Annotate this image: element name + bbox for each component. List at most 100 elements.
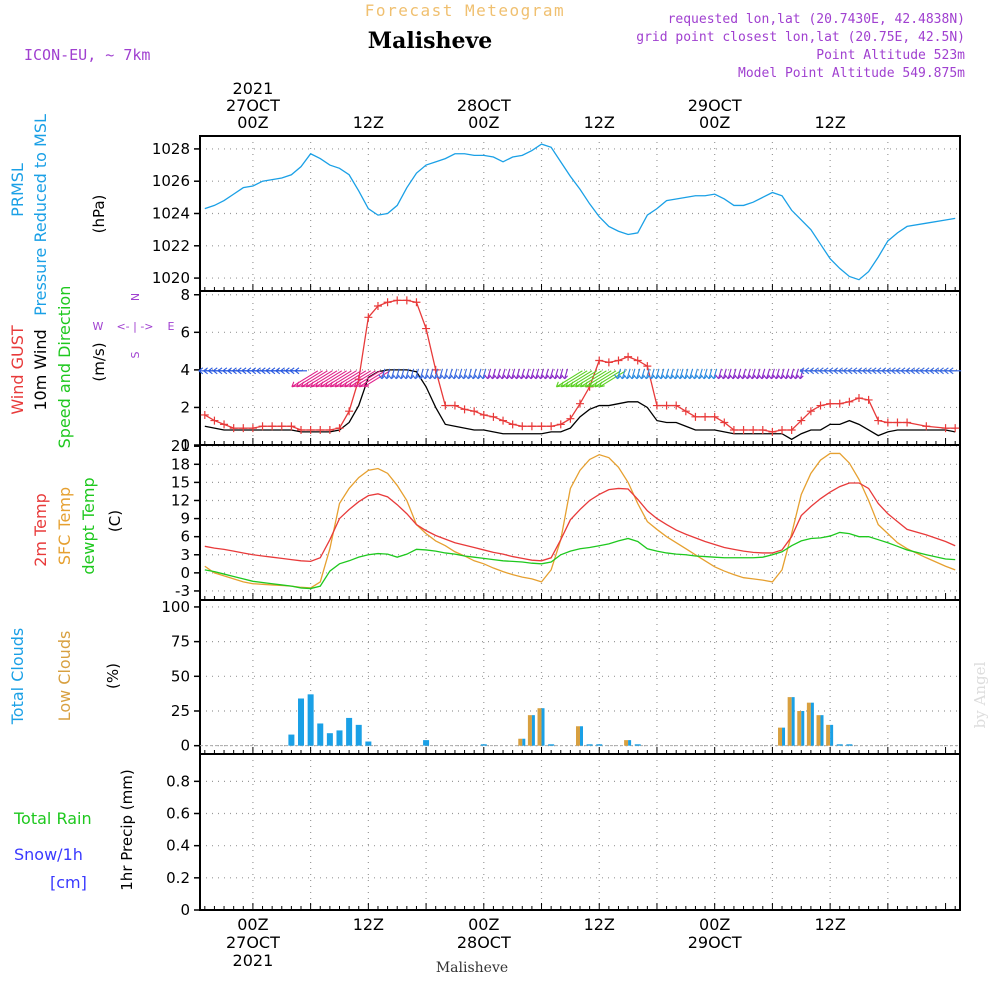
model-label: ICON-EU, ~ 7km [24, 46, 150, 64]
gust-marker [489, 412, 498, 421]
gust-marker [258, 422, 267, 431]
wind-direction-arrow [344, 370, 372, 388]
gust-marker [652, 401, 661, 410]
wind-direction-arrow [324, 370, 352, 388]
pressure-label: PRMSL [8, 163, 27, 217]
y-tick-label: 0.2 [166, 869, 190, 887]
gust-marker [527, 422, 536, 431]
total-cloud-bar [820, 715, 824, 746]
gust-marker [864, 395, 873, 404]
total-cloud-bar [298, 698, 305, 746]
total-cloud-bar [288, 734, 295, 746]
wind-direction-arrow [599, 370, 626, 388]
gust-marker [729, 425, 738, 434]
total-cloud-bar [830, 724, 834, 746]
y-tick-label: 0.6 [166, 805, 190, 823]
y-tick-label: 1024 [152, 205, 190, 223]
y-tick-label: 6 [180, 323, 190, 341]
t2m-line [204, 482, 956, 563]
total-cloud-bar [307, 694, 314, 746]
total-cloud-bar [317, 723, 324, 746]
total-cloud-bar [801, 710, 805, 746]
gust-marker [412, 298, 421, 307]
wind-direction-arrow [589, 370, 617, 388]
gust-marker [643, 362, 652, 371]
total-cloud-bar [846, 744, 853, 746]
gust-marker [701, 412, 710, 421]
total-cloud-bar [791, 697, 795, 746]
total-cloud-label: Total Clouds [8, 628, 27, 726]
gust-marker [595, 356, 604, 365]
gust-marker [893, 418, 902, 427]
wind-direction-arrow [561, 368, 569, 380]
wind-direction-arrow [291, 370, 319, 388]
total-cloud-bar [531, 715, 535, 746]
top-time-label: 12Z [584, 113, 615, 132]
y-tick-label: 0 [180, 564, 190, 582]
gust-marker [460, 405, 469, 414]
y-tick-label: 18 [171, 455, 190, 473]
gust-marker [325, 425, 334, 434]
y-tick-label: 25 [171, 702, 190, 720]
gust-marker [508, 420, 517, 429]
wind10m-line [204, 369, 956, 441]
y-tick-label: 1026 [152, 172, 190, 190]
wind-direction-arrow [555, 370, 583, 388]
gust-marker [556, 420, 565, 429]
gust-marker [479, 410, 488, 419]
y-tick-label: 0 [180, 901, 190, 919]
bottom-time-label: 00Z [468, 915, 499, 934]
panel-frame-precip [199, 753, 961, 911]
y-tick-label: 50 [171, 667, 190, 685]
y-tick-label: 2 [180, 398, 190, 416]
gust-marker [268, 422, 277, 431]
gust-marker [393, 296, 402, 305]
wind-direction-arrow [300, 370, 328, 388]
y-tick-label: 0.4 [166, 837, 190, 855]
gust-marker [662, 401, 671, 410]
gust-marker [297, 425, 306, 434]
total-cloud-bar [836, 744, 843, 746]
gust-marker [229, 424, 238, 433]
total-cloud-bar [548, 744, 555, 746]
low-cloud-bar [816, 715, 821, 746]
total-cloud-bar [634, 744, 641, 746]
gust-marker [335, 424, 344, 433]
bottom-time-label: 12Z [584, 915, 615, 934]
bottom-time-label: 00Z [699, 915, 730, 934]
wind-direction-arrow [329, 370, 357, 388]
gust-marker [845, 397, 854, 406]
gust-marker [364, 313, 373, 322]
cloud-unit: (%) [104, 663, 122, 689]
wind-direction-label: Speed and Direction [55, 286, 74, 449]
wind-direction-arrow [305, 370, 333, 388]
total-cloud-bar [423, 740, 430, 746]
y-tick-label: 0 [180, 737, 190, 755]
wind-direction-arrow [565, 370, 593, 388]
gust-marker [797, 416, 806, 425]
gust-marker [874, 416, 883, 425]
wind-direction-arrow [339, 370, 367, 388]
wind-unit: (m/s) [90, 342, 108, 381]
bottom-time-label: 12Z [353, 915, 384, 934]
dewpt-label: dewpt Temp [79, 477, 98, 574]
bottom-time-label: 29OCT [688, 933, 742, 952]
total-cloud-bar [346, 717, 353, 746]
total-cloud-bar [365, 741, 372, 746]
wind-gust-line [204, 299, 956, 433]
low-cloud-bar [778, 727, 783, 746]
total-cloud-bar [326, 733, 333, 746]
wind-direction-arrow [310, 370, 338, 388]
y-tick-label: 1022 [152, 237, 190, 255]
compass-south: S [129, 351, 142, 358]
low-cloud-bar [527, 715, 532, 746]
gust-marker [633, 356, 642, 365]
compass-glyph: <- | -> [116, 320, 153, 333]
rain-label: Total Rain [13, 809, 92, 828]
gust-marker [816, 401, 825, 410]
requested-point: requested lon,lat (20.7430E, 42.4838N) [668, 12, 965, 27]
y-tick-label: 3 [180, 546, 190, 564]
bottom-time-label: 00Z [237, 915, 268, 934]
gust-marker [604, 358, 613, 367]
